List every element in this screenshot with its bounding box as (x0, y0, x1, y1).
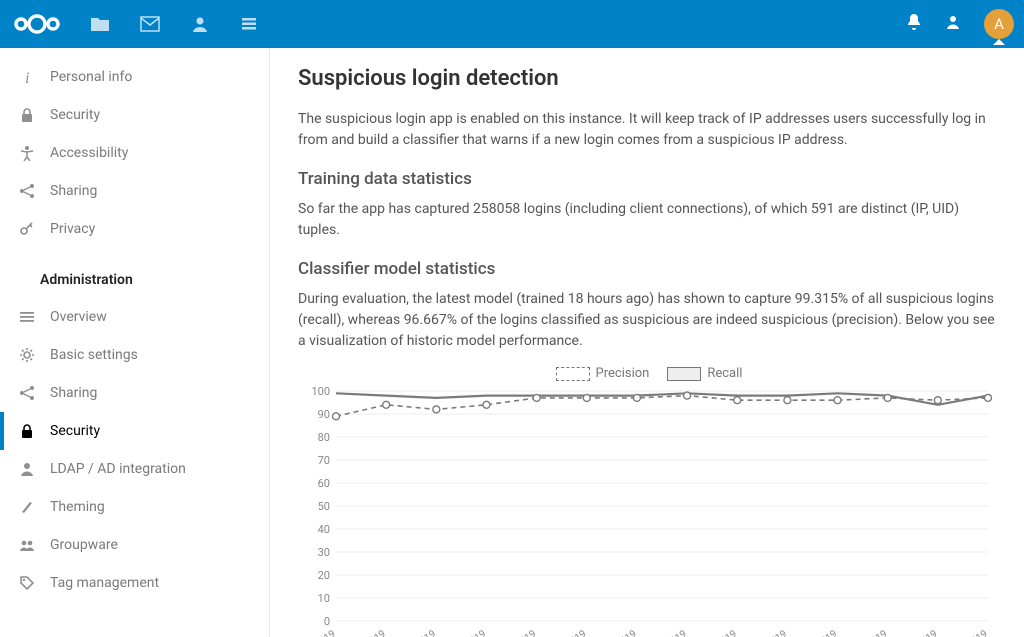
lock-icon (18, 107, 36, 123)
svg-text:70: 70 (318, 454, 330, 467)
sidebar-item-label: Privacy (50, 221, 95, 237)
contacts-link-icon[interactable] (944, 13, 962, 35)
sidebar-item-label: Theming (50, 499, 105, 515)
svg-text:02/04/2019: 02/04/2019 (890, 628, 940, 637)
sidebar-item-security[interactable]: Security (0, 96, 269, 134)
svg-text:28/03/2019: 28/03/2019 (639, 628, 689, 637)
svg-text:27/03/2019: 27/03/2019 (589, 628, 639, 637)
sidebar-item-basic-settings[interactable]: Basic settings (0, 336, 269, 374)
legend-precision: Precision (556, 366, 650, 381)
sidebar-item-label: Accessibility (50, 145, 128, 161)
sidebar-item-privacy[interactable]: Privacy (0, 210, 269, 248)
recall-swatch (667, 367, 701, 381)
key-icon (18, 221, 36, 237)
svg-text:60: 60 (318, 477, 330, 490)
group-icon (18, 537, 36, 553)
mail-icon[interactable] (140, 14, 160, 34)
sidebar-item-label: Overview (50, 309, 107, 325)
training-text: So far the app has captured 258058 login… (298, 199, 1000, 241)
svg-text:31/03/2019: 31/03/2019 (789, 628, 839, 637)
avatar-initial: A (994, 15, 1004, 33)
sidebar-item-label: Sharing (50, 183, 97, 199)
info-icon: i (18, 69, 36, 85)
sidebar-admin-header: Administration (0, 248, 269, 298)
sidebar-item-accessibility[interactable]: Accessibility (0, 134, 269, 172)
sidebar-item-label: Personal info (50, 69, 132, 85)
sidebar-item-label: Sharing (50, 385, 97, 401)
sidebar-item-personal-info[interactable]: i Personal info (0, 58, 269, 96)
chart-legend: Precision Recall (298, 366, 1000, 381)
sidebar-item-groupware[interactable]: Groupware (0, 526, 269, 564)
page-title: Suspicious login detection (298, 66, 1000, 91)
svg-text:21/03/2019: 21/03/2019 (298, 628, 338, 637)
deck-icon[interactable] (240, 14, 258, 34)
svg-text:30/03/2019: 30/03/2019 (739, 628, 789, 637)
training-heading: Training data statistics (298, 169, 1000, 189)
svg-text:26/03/2019: 26/03/2019 (539, 628, 589, 637)
sidebar-item-label: Basic settings (50, 347, 138, 363)
intro-text: The suspicious login app is enabled on t… (298, 109, 1000, 151)
svg-text:80: 80 (318, 431, 330, 444)
svg-text:03/04/2019: 03/04/2019 (940, 628, 990, 637)
topbar: A (0, 0, 1024, 48)
lock-icon (18, 423, 36, 439)
chart: Precision Recall 0 10 20 30 40 50 60 70 80 90 100 2… (298, 366, 1000, 637)
sidebar-item-sharing[interactable]: Sharing (0, 374, 269, 412)
svg-text:10: 10 (318, 592, 330, 605)
svg-text:100: 100 (311, 385, 330, 398)
sidebar-item-theming[interactable]: Theming (0, 488, 269, 526)
avatar[interactable]: A (984, 9, 1014, 39)
sidebar-item-label: LDAP / AD integration (50, 461, 186, 477)
svg-text:22/03/2019: 22/03/2019 (338, 628, 388, 637)
topbar-right: A (906, 9, 1014, 39)
share-icon (18, 385, 36, 401)
share-icon (18, 183, 36, 199)
svg-text:0: 0 (324, 615, 330, 628)
svg-text:23/03/2019: 23/03/2019 (388, 628, 438, 637)
gear-icon (18, 347, 36, 363)
svg-text:24/03/2019: 24/03/2019 (438, 628, 488, 637)
files-icon[interactable] (90, 14, 110, 34)
notifications-icon[interactable] (906, 13, 922, 35)
legend-recall: Recall (667, 366, 742, 381)
svg-text:50: 50 (318, 500, 330, 513)
topbar-nav (90, 14, 258, 34)
tag-icon (18, 575, 36, 591)
classifier-text: During evaluation, the latest model (tra… (298, 289, 1000, 352)
precision-swatch (556, 367, 590, 381)
contacts-icon[interactable] (190, 14, 210, 34)
sidebar-item-label: Groupware (50, 537, 118, 553)
brush-icon (18, 499, 36, 515)
sidebar-item-label: Security (50, 423, 100, 439)
sidebar-item-tag-management[interactable]: Tag management (0, 564, 269, 602)
sidebar-item-label: Security (50, 107, 100, 123)
logo[interactable] (10, 10, 64, 38)
sidebar-item-sharing[interactable]: Sharing (0, 172, 269, 210)
svg-text:25/03/2019: 25/03/2019 (488, 628, 538, 637)
overview-icon (18, 309, 36, 325)
sidebar-item-ldap-ad-integration[interactable]: LDAP / AD integration (0, 450, 269, 488)
svg-text:29/03/2019: 29/03/2019 (689, 628, 739, 637)
sidebar: i Personal info Security Accessibility Shari… (0, 48, 270, 637)
legend-precision-label: Precision (596, 366, 650, 381)
svg-text:i: i (25, 70, 29, 85)
user-icon (18, 461, 36, 477)
svg-text:01/04/2019: 01/04/2019 (840, 628, 890, 637)
classifier-heading: Classifier model statistics (298, 259, 1000, 279)
svg-text:40: 40 (318, 523, 330, 536)
sidebar-item-label: Tag management (50, 575, 159, 591)
content: Suspicious login detection The suspiciou… (270, 48, 1024, 637)
chart-svg: 0 10 20 30 40 50 60 70 80 90 100 21/03/201922/03/20… (298, 383, 998, 637)
sidebar-item-security[interactable]: Security (0, 412, 269, 450)
accessibility-icon (18, 145, 36, 161)
svg-text:20: 20 (318, 569, 330, 582)
svg-text:30: 30 (318, 546, 330, 559)
legend-recall-label: Recall (707, 366, 742, 381)
svg-text:90: 90 (318, 408, 330, 421)
sidebar-item-overview[interactable]: Overview (0, 298, 269, 336)
